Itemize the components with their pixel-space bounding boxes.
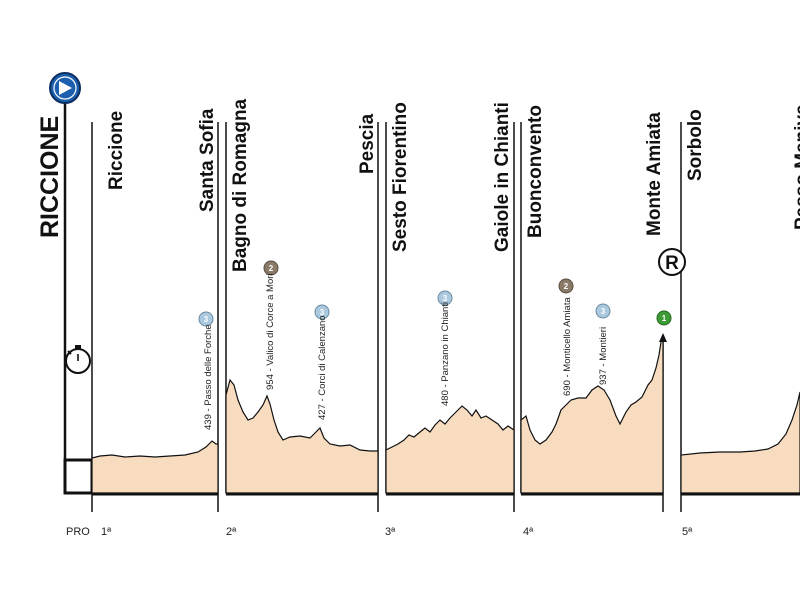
stage-4-start-label: Buonconvento bbox=[525, 105, 546, 238]
stage-5-start-label: Sorbolo bbox=[685, 109, 706, 181]
summit-finish-category-badge: 1 bbox=[656, 310, 672, 326]
stage-3-start-label: Sesto Fiorentino bbox=[390, 102, 411, 252]
stage-5-finish-label: Passo Maniva bbox=[792, 104, 800, 230]
stage-4-finish-label: Monte Amiata bbox=[644, 112, 665, 236]
climb-4-category-badge: 3 bbox=[437, 290, 453, 306]
stage-5-profile bbox=[680, 391, 800, 494]
stage-2-profile bbox=[225, 378, 379, 494]
stage-1-start-label: Riccione bbox=[106, 111, 127, 190]
stage-number-2: 2ª bbox=[226, 526, 237, 538]
stage-4-profile bbox=[520, 338, 664, 494]
stage-1-profile bbox=[91, 440, 219, 494]
climb-3-category-badge: 3 bbox=[314, 304, 330, 320]
climb-6-category-badge: 3 bbox=[595, 303, 611, 319]
climb-5-category-badge: 2 bbox=[558, 278, 574, 294]
start-city-label: RICCIONE bbox=[36, 116, 64, 238]
svg-text:2: 2 bbox=[269, 264, 274, 273]
stage-3-finish-label: Gaiole in Chianti bbox=[492, 102, 513, 252]
stage-2-finish-label: Pescia bbox=[357, 113, 378, 174]
rest-day-icon: R bbox=[658, 248, 686, 276]
svg-text:2: 2 bbox=[564, 282, 569, 291]
stage-number-3: 3ª bbox=[385, 526, 396, 538]
svg-text:3: 3 bbox=[443, 294, 448, 303]
stage-number-1: 1ª bbox=[101, 526, 112, 538]
climb-2-label: 954 - Valico di Corce a Mori bbox=[265, 273, 276, 390]
prologue-box bbox=[63, 458, 94, 495]
climb-1-category-badge: 3 bbox=[198, 311, 214, 327]
stage-number-4: 4ª bbox=[523, 526, 534, 538]
stage-1-finish-label: Santa Sofia bbox=[197, 108, 218, 212]
stopwatch-icon bbox=[65, 345, 91, 374]
stage-number-5: 5ª bbox=[682, 526, 693, 538]
start-icon bbox=[49, 72, 81, 104]
climb-5-label: 690 - Monticello Amiata bbox=[562, 297, 573, 396]
rest-day-symbol: R bbox=[665, 253, 679, 274]
climb-1-label: 439 - Passo delle Forche bbox=[203, 324, 214, 430]
svg-text:3: 3 bbox=[601, 307, 606, 316]
stage-number-prologue: PRO bbox=[66, 526, 90, 538]
stage-3-profile bbox=[385, 405, 515, 494]
climb-3-label: 427 - Corci di Calenzano bbox=[317, 315, 328, 420]
svg-text:3: 3 bbox=[204, 315, 209, 324]
climb-2-category-badge: 2 bbox=[263, 260, 279, 276]
summit-finish-arrow bbox=[659, 333, 667, 342]
climb-6-label: 937 - Montieri bbox=[598, 327, 609, 385]
svg-text:3: 3 bbox=[320, 308, 325, 317]
svg-text:1: 1 bbox=[662, 314, 667, 323]
stage-2-start-label: Bagno di Romagna bbox=[230, 98, 251, 272]
climb-4-label: 480 - Panzano in Chianti bbox=[440, 302, 451, 406]
